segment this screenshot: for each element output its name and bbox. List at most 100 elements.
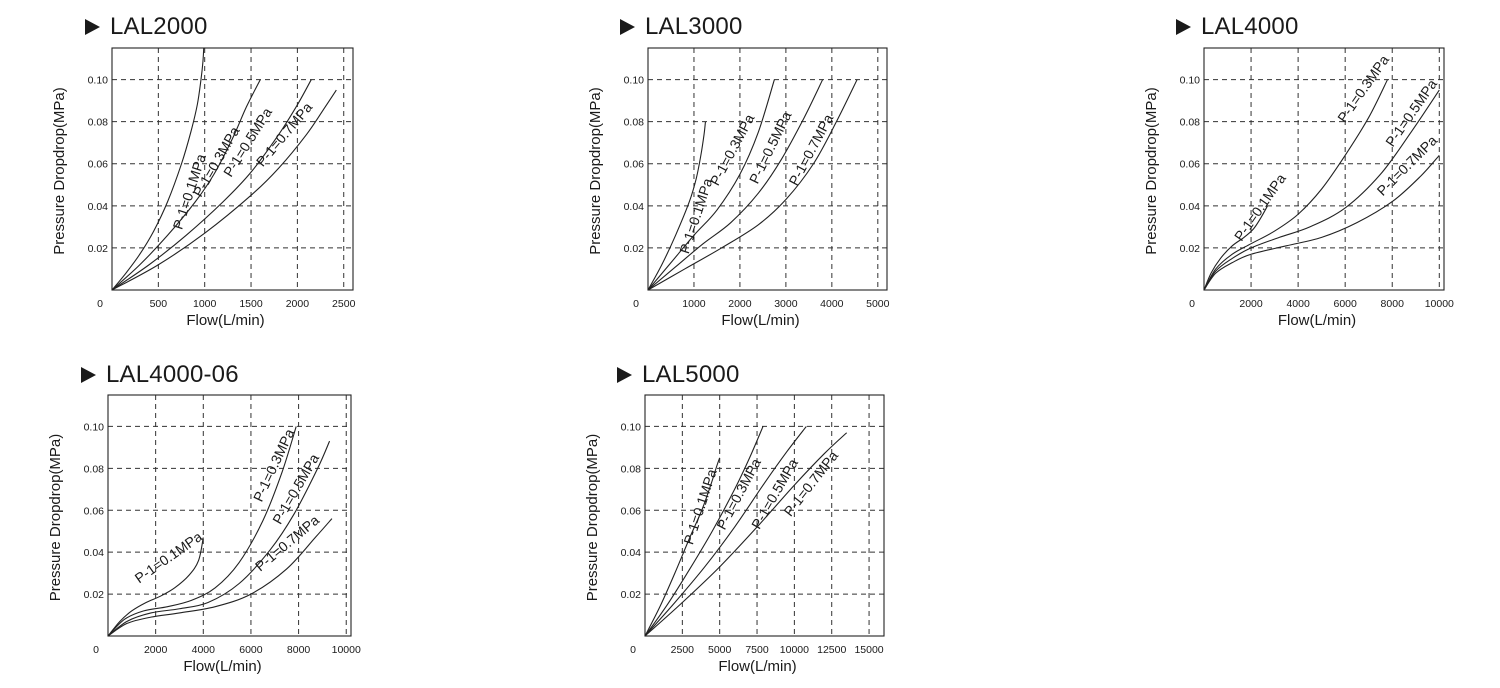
y-tick-label: 0.08 <box>1180 117 1201 129</box>
series-label: P-1=0.7MPa <box>785 111 836 188</box>
series-line <box>111 79 312 291</box>
x-tick-label: 1500 <box>239 298 263 310</box>
series-line <box>1203 154 1440 291</box>
x-tick-label: 2000 <box>144 644 168 656</box>
series-line <box>111 47 205 291</box>
series-line <box>111 79 261 291</box>
x-tick-label: 10000 <box>332 644 361 656</box>
chart-svg: 0 1000 2000 3000 4000 5000 0.02 0.04 0.06 0.08 0.1… <box>587 47 890 329</box>
triangle-bullet-icon <box>85 19 100 35</box>
x-tick-label: 1000 <box>682 298 706 310</box>
x-tick-label: 5000 <box>866 298 890 310</box>
y-tick-label: 0.04 <box>621 547 642 559</box>
x-tick-label: 0 <box>97 298 103 310</box>
y-tick-label: 0.10 <box>624 75 645 87</box>
chart-panel-lal2000: LAL2000 0 500 1000 1500 2000 2500 0.02 0.04 0.06… <box>51 10 485 340</box>
plot-frame <box>644 394 885 637</box>
y-tick-label: 0.02 <box>1180 243 1201 255</box>
x-axis-label: Flow(L/min) <box>721 312 799 329</box>
chart-svg: 0 2500 5000 7500 10000 12500 15000 0.02 0.04 0.06… <box>584 394 885 675</box>
y-axis-label: Pressure Dropdrop(MPa) <box>47 434 64 602</box>
chart-panel-lal3000: LAL3000 0 1000 2000 3000 4000 5000 0.02 0.04 0.0… <box>587 10 1020 340</box>
y-tick-label: 0.02 <box>624 243 645 255</box>
x-tick-label: 4000 <box>192 644 216 656</box>
series-line <box>111 89 337 291</box>
series-line <box>1203 205 1269 291</box>
chart-title-row: LAL5000 <box>617 358 740 392</box>
x-tick-label: 2000 <box>1239 298 1263 310</box>
series-line <box>644 432 848 637</box>
triangle-bullet-icon <box>81 367 96 383</box>
chart-title: LAL2000 <box>110 13 208 40</box>
chart-panel-lal4000-06: LAL4000-06 0 2000 4000 6000 8000 10000 0.02 0.0… <box>47 358 481 688</box>
y-tick-label: 0.06 <box>624 159 645 171</box>
y-tick-label: 0.08 <box>88 117 109 129</box>
y-axis-label: Pressure Dropdrop(MPa) <box>584 434 601 602</box>
y-axis-label: Pressure Dropdrop(MPa) <box>51 87 68 255</box>
x-tick-label: 5000 <box>708 644 732 656</box>
y-axis-label: Pressure Dropdrop(MPa) <box>1143 87 1160 255</box>
chart-svg: 0 500 1000 1500 2000 2500 0.02 0.04 0.06 0.08 0.10… <box>51 47 356 329</box>
plot-frame <box>111 47 354 291</box>
series-line <box>1203 79 1389 291</box>
series-line <box>647 121 706 291</box>
y-tick-label: 0.08 <box>621 463 642 475</box>
x-tick-label: 7500 <box>745 644 769 656</box>
x-tick-label: 2000 <box>728 298 752 310</box>
x-tick-label: 15000 <box>854 644 883 656</box>
series-line <box>1203 89 1440 291</box>
x-tick-label: 2000 <box>286 298 310 310</box>
y-tick-label: 0.02 <box>84 589 105 601</box>
x-tick-label: 6000 <box>1333 298 1357 310</box>
chart-title: LAL4000 <box>1201 13 1299 40</box>
series-line <box>107 537 204 637</box>
y-tick-label: 0.10 <box>88 75 109 87</box>
series-label: P-1=0.1MPa <box>1231 170 1289 243</box>
chart-panel-lal5000: LAL5000 0 2500 5000 7500 10000 12500 15000 0.02… <box>584 358 1017 688</box>
series-label: P-1=0.1MPa <box>680 467 719 547</box>
series-line <box>107 518 333 637</box>
plot-frame <box>107 394 352 637</box>
y-tick-label: 0.06 <box>1180 159 1201 171</box>
series-label: P-1=0.1MPa <box>676 176 715 256</box>
series-line <box>644 426 764 637</box>
chart-title: LAL3000 <box>645 13 743 40</box>
x-axis-label: Flow(L/min) <box>186 312 264 329</box>
y-tick-label: 0.10 <box>621 421 642 433</box>
x-tick-label: 3000 <box>774 298 798 310</box>
x-tick-label: 12500 <box>817 644 846 656</box>
triangle-bullet-icon <box>1176 19 1191 35</box>
chart-title-row: LAL2000 <box>85 10 208 44</box>
series-line <box>107 440 331 637</box>
series-line <box>647 79 858 291</box>
chart-title: LAL5000 <box>642 361 740 388</box>
y-tick-label: 0.06 <box>84 505 105 517</box>
y-tick-label: 0.04 <box>624 201 645 213</box>
x-tick-label: 0 <box>633 298 639 310</box>
y-tick-label: 0.02 <box>621 589 642 601</box>
x-tick-label: 2500 <box>332 298 356 310</box>
x-tick-label: 4000 <box>1286 298 1310 310</box>
x-axis-label: Flow(L/min) <box>718 658 796 675</box>
y-tick-label: 0.06 <box>88 159 109 171</box>
series-line <box>644 426 807 637</box>
x-tick-label: 4000 <box>820 298 844 310</box>
x-axis-label: Flow(L/min) <box>1278 312 1356 329</box>
chart-panel-lal4000: LAL4000 0 2000 4000 6000 8000 10000 0.02 0.04 0.… <box>1143 10 1500 340</box>
x-tick-label: 1000 <box>193 298 217 310</box>
y-axis-label: Pressure Dropdrop(MPa) <box>587 87 604 255</box>
x-tick-label: 6000 <box>239 644 263 656</box>
x-tick-label: 8000 <box>287 644 311 656</box>
chart-svg: 0 2000 4000 6000 8000 10000 0.02 0.04 0.06 0.08 0.… <box>47 394 361 675</box>
x-tick-label: 10000 <box>1425 298 1454 310</box>
plot-frame <box>1203 47 1445 291</box>
chart-title-row: LAL4000 <box>1176 10 1299 44</box>
y-tick-label: 0.08 <box>84 463 105 475</box>
y-tick-label: 0.04 <box>1180 201 1201 213</box>
y-tick-label: 0.04 <box>88 201 109 213</box>
series-line <box>647 79 824 291</box>
chart-title-row: LAL4000-06 <box>81 358 239 392</box>
y-tick-label: 0.06 <box>621 505 642 517</box>
y-tick-label: 0.08 <box>624 117 645 129</box>
chart-title-row: LAL3000 <box>620 10 743 44</box>
